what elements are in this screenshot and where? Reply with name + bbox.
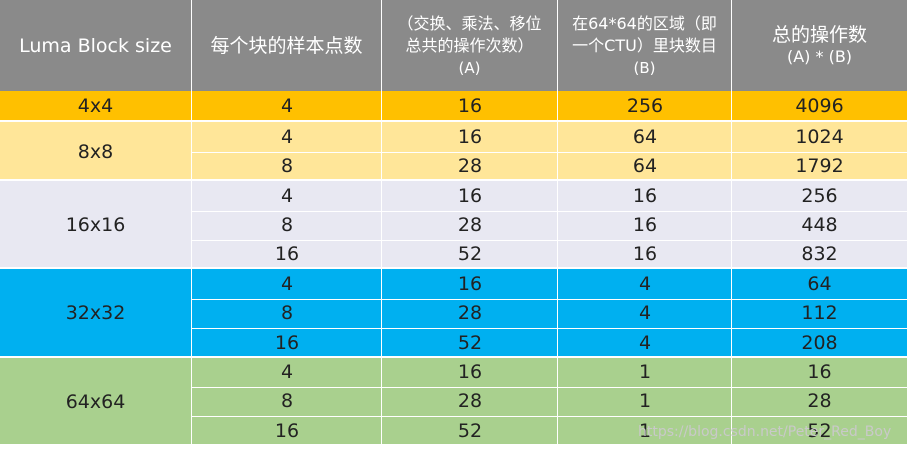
ops-a-cell: 16 (457, 125, 483, 148)
block-size-cell: 32x32 (65, 302, 126, 325)
blocks-b-cell: 4 (638, 302, 652, 325)
row-divider (192, 328, 907, 330)
ops-a-cell: 52 (457, 243, 483, 266)
header-col3-line1: （交换、乘法、移位 (397, 13, 542, 33)
row-divider (192, 298, 907, 300)
total-ops-cell: 832 (801, 243, 838, 266)
column-divider (731, 91, 732, 121)
samples-cell: 4 (280, 361, 294, 384)
column-divider (381, 91, 382, 121)
samples-cell: 8 (280, 302, 294, 325)
header-ops-a: （交换、乘法、移位 总共的操作次数） (A) (382, 0, 558, 91)
header-col4-line1: 在64*64的区域（即 (572, 13, 717, 33)
total-ops-cell: 52 (807, 419, 832, 442)
block-size-cell: 16x16 (65, 214, 126, 237)
row-divider (192, 416, 907, 418)
header-col5-line1: 总的操作数 (771, 23, 867, 46)
column-divider (557, 181, 558, 270)
column-divider (191, 122, 192, 182)
samples-cell: 4 (280, 184, 294, 207)
blocks-b-cell: 256 (626, 94, 664, 117)
table-header: Luma Block size 每个块的样本点数 （交换、乘法、移位 总共的操作… (0, 0, 907, 91)
ops-a-cell: 28 (457, 214, 483, 237)
blocks-b-cell: 1 (638, 390, 652, 413)
ops-a-cell: 28 (457, 302, 483, 325)
header-col2-text: 每个块的样本点数 (210, 34, 363, 57)
header-col5-line2: (A) * (B) (786, 46, 853, 66)
column-divider (191, 91, 192, 121)
total-ops-cell: 4096 (795, 94, 844, 117)
samples-cell: 16 (274, 419, 300, 442)
header-total-ops: 总的操作数 (A) * (B) (732, 0, 907, 91)
blocks-b-cell: 16 (632, 214, 658, 237)
total-ops-cell: 1792 (795, 155, 844, 178)
row-divider (192, 386, 907, 388)
column-divider (557, 357, 558, 446)
ops-a-cell: 16 (457, 361, 483, 384)
block-size-cell: 64x64 (65, 390, 126, 413)
header-luma-block-size: Luma Block size (0, 0, 192, 91)
header-col3-line3: (A) (458, 58, 481, 77)
row-divider (192, 210, 907, 212)
samples-cell: 4 (280, 125, 294, 148)
ops-a-cell: 16 (457, 184, 483, 207)
header-blocks-b: 在64*64的区域（即 一个CTU）里块数目 (B) (558, 0, 732, 91)
samples-cell: 4 (280, 94, 294, 117)
samples-cell: 8 (280, 155, 294, 178)
row-divider (192, 239, 907, 241)
blocks-b-cell: 16 (632, 243, 658, 266)
blocks-b-cell: 4 (638, 331, 652, 354)
blocks-b-cell: 16 (632, 184, 658, 207)
samples-cell: 16 (274, 331, 300, 354)
blocks-b-cell: 64 (632, 155, 658, 178)
ops-a-cell: 16 (457, 272, 483, 295)
header-col1-text: Luma Block size (19, 34, 172, 57)
blocks-b-cell: 1 (638, 419, 652, 442)
samples-cell: 16 (274, 243, 300, 266)
row-group-64x64: 64x64 4 16 1 16 8 28 1 28 16 52 1 52 (0, 355, 907, 446)
row-divider (192, 151, 907, 153)
total-ops-cell: 16 (807, 361, 832, 384)
row-group-8x8: 8x8 4 16 64 1024 8 28 64 1792 (0, 120, 907, 182)
header-samples-per-block: 每个块的样本点数 (192, 0, 382, 91)
total-ops-cell: 28 (807, 390, 832, 413)
column-divider (557, 91, 558, 121)
samples-cell: 8 (280, 214, 294, 237)
column-divider (191, 181, 192, 270)
watermark: https://blog.csdn.net/Peter_Red_Boy (638, 424, 892, 440)
blocks-b-cell: 64 (632, 125, 658, 148)
ops-a-cell: 28 (457, 390, 483, 413)
header-col4-line3: (B) (633, 58, 656, 77)
column-divider (191, 269, 192, 358)
column-divider (731, 357, 732, 446)
ops-a-cell: 52 (457, 331, 483, 354)
column-divider (191, 357, 192, 446)
ops-a-cell: 52 (457, 419, 483, 442)
total-ops-cell: 112 (801, 302, 838, 325)
samples-cell: 4 (280, 272, 294, 295)
row-group-4x4: 4x4 4 16 256 4096 (0, 91, 907, 121)
blocks-b-cell: 1 (638, 361, 652, 384)
total-ops-cell: 448 (801, 214, 838, 237)
row-group-32x32: 32x32 4 16 4 64 8 28 4 112 16 52 4 208 (0, 267, 907, 358)
total-ops-cell: 64 (807, 272, 832, 295)
ops-a-cell: 16 (457, 94, 483, 117)
total-ops-cell: 208 (801, 331, 838, 354)
total-ops-cell: 1024 (795, 125, 844, 148)
column-divider (557, 269, 558, 358)
row-group-16x16: 16x16 4 16 16 256 8 28 16 448 16 52 16 832 (0, 179, 907, 270)
block-size-cell: 4x4 (77, 94, 114, 117)
column-divider (381, 181, 382, 270)
column-divider (731, 269, 732, 358)
samples-cell: 8 (280, 390, 294, 413)
header-col4-line2: 一个CTU）里块数目 (572, 35, 717, 55)
total-ops-cell: 256 (801, 184, 838, 207)
block-size-cell: 8x8 (77, 140, 114, 163)
column-divider (731, 181, 732, 270)
column-divider (381, 357, 382, 446)
column-divider (381, 269, 382, 358)
ops-a-cell: 28 (457, 155, 483, 178)
blocks-b-cell: 4 (638, 272, 652, 295)
header-col3-line2: 总共的操作次数） (405, 35, 534, 55)
